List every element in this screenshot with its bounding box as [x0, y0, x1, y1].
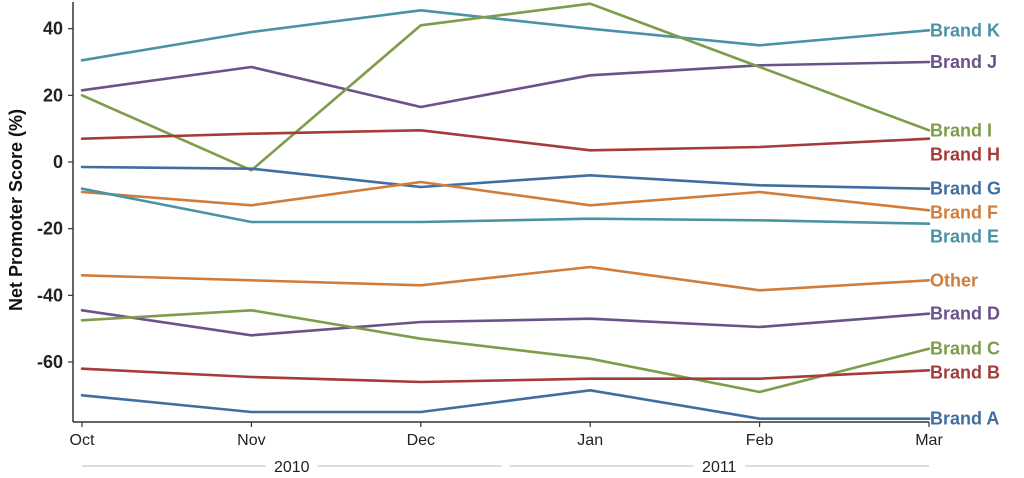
series-label: Brand I	[930, 120, 992, 140]
x-tick-label: Dec	[407, 432, 435, 449]
year-group-label: 2011	[702, 459, 737, 476]
series-line	[80, 2, 931, 172]
series-label: Brand F	[930, 203, 998, 223]
series-label: Brand H	[930, 144, 1000, 164]
x-tick-label: Oct	[70, 432, 95, 449]
x-tick-label: Feb	[746, 432, 774, 449]
series-label: Brand D	[930, 304, 1000, 324]
x-axis: Oct Nov Dec Jan Feb Mar 2010 2011	[70, 421, 943, 476]
x-tick-label: Nov	[237, 432, 265, 449]
y-tick-label: 0	[53, 152, 63, 172]
series-line	[80, 308, 931, 337]
series-label: Brand A	[930, 409, 999, 429]
x-tick-label: Mar	[915, 432, 943, 449]
series-line	[80, 388, 931, 421]
series-label: Brand C	[930, 339, 1000, 359]
year-group-label: 2010	[274, 459, 310, 476]
series-lines	[80, 2, 931, 421]
series-line	[80, 308, 931, 394]
y-tick-label: -40	[37, 285, 63, 305]
x-tick-label: Jan	[577, 432, 603, 449]
series-line	[80, 129, 931, 152]
year-label-bg	[265, 456, 318, 476]
series-label: Other	[930, 270, 978, 290]
series-line	[80, 165, 931, 190]
y-tick-label: -20	[37, 219, 63, 239]
y-tick-label: 40	[43, 19, 63, 39]
series-line	[80, 9, 931, 62]
series-label: Brand J	[930, 52, 997, 72]
y-tick-label: -60	[37, 352, 63, 372]
series-line	[80, 367, 931, 384]
series-label: Brand K	[930, 20, 1000, 40]
series-line	[80, 180, 931, 212]
series-label: Brand G	[930, 179, 1001, 199]
y-axis-title: Net Promoter Score (%)	[6, 109, 26, 311]
series-label: Brand B	[930, 363, 1000, 383]
y-tick-label: 20	[43, 85, 63, 105]
series-line	[80, 187, 931, 225]
series-line	[80, 265, 931, 292]
series-label: Brand E	[930, 227, 999, 247]
y-axis: 40 20 0 -20 -40 -60	[37, 2, 74, 422]
year-label-bg	[693, 456, 746, 476]
series-labels: Brand K Brand J Brand I Brand H Brand G Brand…	[930, 20, 1001, 428]
series-line	[80, 60, 931, 109]
